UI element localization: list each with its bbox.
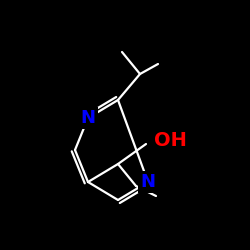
Text: OH: OH: [154, 132, 187, 150]
Text: N: N: [140, 173, 156, 191]
Text: N: N: [80, 109, 96, 127]
